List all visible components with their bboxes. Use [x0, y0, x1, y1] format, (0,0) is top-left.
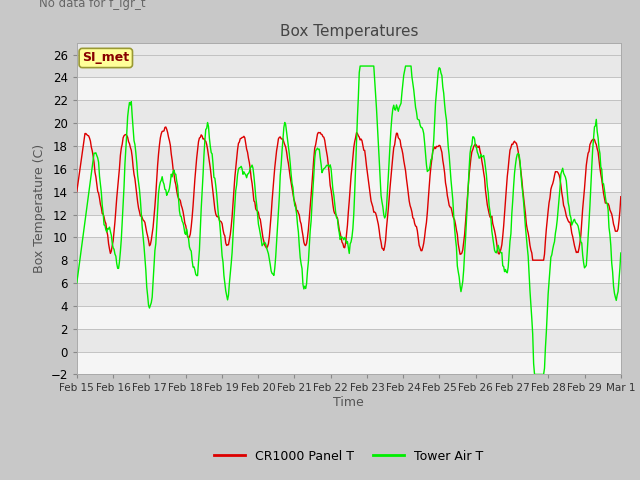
Bar — [77, 329, 621, 351]
Bar — [77, 100, 621, 123]
Bar — [77, 237, 621, 260]
Text: SI_met: SI_met — [82, 51, 129, 64]
X-axis label: Time: Time — [333, 396, 364, 409]
Bar — [77, 306, 621, 329]
Legend: CR1000 Panel T, Tower Air T: CR1000 Panel T, Tower Air T — [209, 444, 488, 468]
Bar — [77, 77, 621, 100]
Bar — [77, 146, 621, 169]
Bar — [77, 215, 621, 237]
Bar — [77, 169, 621, 192]
Bar — [77, 260, 621, 283]
Bar — [77, 192, 621, 215]
Bar — [77, 283, 621, 306]
Y-axis label: Box Temperature (C): Box Temperature (C) — [33, 144, 46, 274]
Text: No data for f_lgr_t: No data for f_lgr_t — [38, 0, 145, 10]
Bar — [77, 351, 621, 374]
Bar — [77, 55, 621, 77]
Bar — [77, 123, 621, 146]
Title: Box Temperatures: Box Temperatures — [280, 24, 418, 39]
